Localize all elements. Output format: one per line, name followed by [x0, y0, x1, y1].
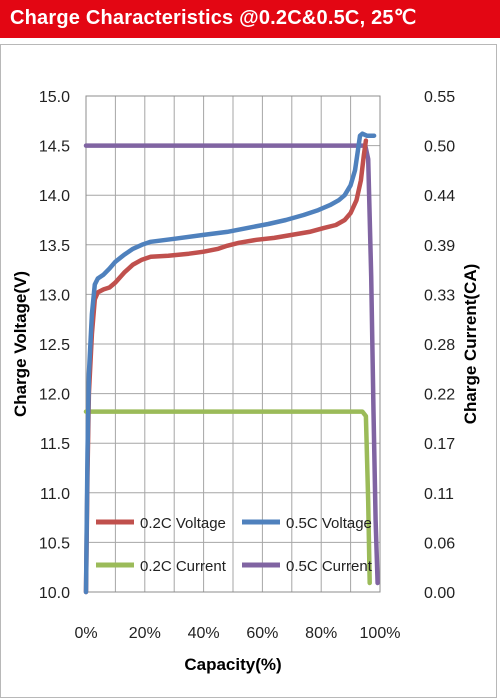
y2-tick-label: 0.39 — [424, 238, 455, 255]
x-tick-label: 60% — [246, 625, 278, 642]
series-line-0-5c-voltage — [83, 131, 377, 595]
y2-tick-label: 0.55 — [424, 89, 455, 106]
chart-panel — [0, 44, 497, 698]
y2-tick-label: 0.11 — [424, 486, 454, 503]
plot-border — [85, 95, 381, 593]
y-tick-label: 11.5 — [40, 436, 70, 453]
y2-tick-label: 0.50 — [424, 139, 455, 156]
legend-label-0-2c-current: 0.2C Current — [140, 558, 227, 575]
y2-tick-label: 0.33 — [424, 287, 455, 304]
series-line-0-2c-voltage — [83, 138, 369, 595]
y-tick-label: 14.5 — [39, 139, 70, 156]
y-tick-label: 12.0 — [39, 387, 70, 404]
y-axis-title: Charge Voltage(V) — [11, 271, 30, 417]
y2-tick-label: 0.22 — [424, 387, 455, 404]
y-tick-label: 12.5 — [39, 337, 70, 354]
x-tick-label: 0% — [74, 625, 97, 642]
legend: 0.2C Voltage 0.5C Voltage 0.2C Current 0.5C… — [96, 515, 373, 575]
x-tick-label: 80% — [305, 625, 337, 642]
y2-tick-label: 0.17 — [424, 436, 455, 453]
y-tick-label: 13.5 — [39, 238, 70, 255]
legend-label-0-2c-voltage: 0.2C Voltage — [140, 515, 226, 532]
y-tick-label: 14.0 — [39, 188, 70, 205]
chart-title: Charge Characteristics @0.2C&0.5C, 25℃ — [10, 7, 417, 29]
y-tick-label: 10.0 — [39, 585, 70, 602]
series-layer — [83, 131, 380, 595]
y2-tick-label: 0.06 — [424, 535, 455, 552]
legend-label-0-5c-voltage: 0.5C Voltage — [286, 515, 372, 532]
x-axis-title: Capacity(%) — [184, 655, 281, 674]
y-tick-label: 11.0 — [40, 486, 70, 503]
y2-tick-label: 0.28 — [424, 337, 455, 354]
tick-layer: 10.0 10.5 11.0 11.5 12.0 12.5 13.0 13.5 14.0 14.5… — [39, 89, 455, 642]
title-bar: Charge Characteristics @0.2C&0.5C, 25℃ — [0, 0, 500, 38]
y2-tick-label: 0.00 — [424, 585, 455, 602]
y2-axis-title: Charge Current(CA) — [461, 264, 480, 425]
y-tick-label: 10.5 — [39, 535, 70, 552]
legend-label-0-5c-current: 0.5C Current — [286, 558, 373, 575]
y-tick-label: 13.0 — [39, 287, 70, 304]
series-line-0-2c-current — [83, 409, 372, 586]
x-tick-label: 40% — [188, 625, 220, 642]
x-tick-label: 100% — [360, 625, 401, 642]
y-tick-label: 15.0 — [39, 89, 70, 106]
x-tick-label: 20% — [129, 625, 161, 642]
y2-tick-label: 0.44 — [424, 188, 455, 205]
